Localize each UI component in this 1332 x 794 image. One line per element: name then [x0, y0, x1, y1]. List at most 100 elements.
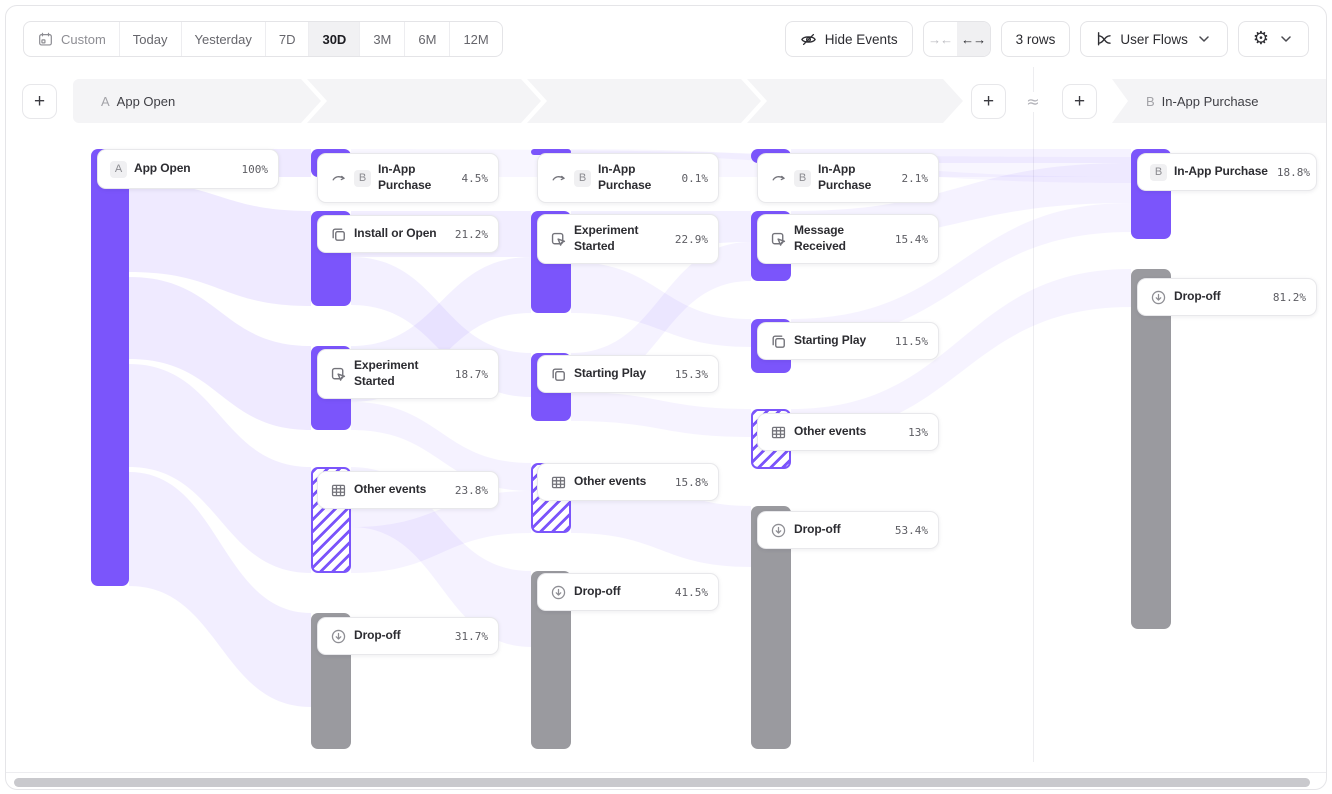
spacing-toggle-group: →← ←→ — [922, 21, 991, 57]
rows-label: 3 rows — [1015, 31, 1056, 47]
date-range-yesterday[interactable]: Yesterday — [180, 22, 265, 56]
settings-dropdown[interactable]: ⚙ — [1237, 21, 1309, 57]
collapse-columns-button[interactable]: →← — [924, 22, 957, 56]
grid-icon — [330, 482, 347, 499]
node-value: 81.2% — [1272, 290, 1306, 304]
add-step-button-middle[interactable]: + — [971, 84, 1006, 119]
view-type-dropdown[interactable]: User Flows — [1080, 21, 1228, 57]
node-label: Drop-off — [1174, 289, 1221, 304]
node-card-drop-off[interactable]: Drop-off 41.5% — [537, 573, 719, 611]
collapse-arrows-icon: →← — [928, 31, 953, 47]
node-card-drop-off[interactable]: Drop-off 53.4% — [757, 511, 939, 549]
rows-button[interactable]: 3 rows — [1000, 21, 1071, 57]
node-value: 53.4% — [894, 523, 928, 537]
panel-divider — [1033, 67, 1034, 762]
node-card-in-app-purchase[interactable]: B In-App Purchase 2.1% — [757, 153, 939, 203]
grid-icon — [550, 474, 567, 491]
bar-in-app-purchase[interactable] — [531, 149, 571, 155]
end-step-banner[interactable]: B In-App Purchase — [1112, 79, 1326, 123]
node-value: 31.7% — [454, 629, 488, 643]
date-range-3m[interactable]: 3M — [359, 22, 404, 56]
purchase-icon — [550, 170, 567, 187]
hide-events-button[interactable]: Hide Events — [784, 21, 913, 57]
date-range-today[interactable]: Today — [118, 22, 181, 56]
node-card-experiment-started[interactable]: Experiment Started 22.9% — [537, 214, 719, 264]
node-label: In-App Purchase — [598, 162, 652, 192]
date-range-6m[interactable]: 6M — [404, 22, 449, 56]
node-card-other-events[interactable]: Other events 23.8% — [317, 471, 499, 509]
horizontal-scrollbar[interactable] — [14, 778, 1310, 787]
node-card-message-received[interactable]: Message Received 15.4% — [757, 214, 939, 264]
node-label: Other events — [354, 482, 427, 497]
node-card-experiment-started[interactable]: Experiment Started 18.7% — [317, 349, 499, 399]
node-value: 18.8% — [1276, 165, 1310, 179]
node-card-drop-off[interactable]: Drop-off 31.7% — [317, 617, 499, 655]
node-value: 0.1% — [681, 171, 709, 185]
node-label: In-App Purchase — [1174, 164, 1268, 179]
date-range-custom[interactable]: Custom — [24, 22, 119, 56]
add-step-button-left[interactable]: + — [22, 84, 57, 119]
app-frame: Custom Today Yesterday 7D 30D 3M 6M 12M … — [5, 5, 1327, 790]
step-badge: A — [101, 93, 110, 109]
step-label: App Open — [116, 93, 176, 109]
purchase-icon — [770, 170, 787, 187]
node-card-in-app-purchase[interactable]: B In-App Purchase 0.1% — [537, 153, 719, 203]
eye-off-icon — [800, 31, 817, 48]
squares-icon — [550, 366, 567, 383]
node-value: 18.7% — [454, 367, 488, 381]
dropoff-icon — [550, 584, 567, 601]
cursor-click-icon — [770, 231, 787, 248]
node-label: Experiment Started — [574, 223, 639, 253]
node-value: 100% — [241, 162, 269, 176]
node-value: 22.9% — [674, 232, 708, 246]
node-value: 15.4% — [894, 232, 928, 246]
date-range-label: 3M — [373, 31, 392, 47]
chevron-down-icon — [1196, 31, 1213, 48]
node-label: Drop-off — [574, 584, 621, 599]
bar-app-open[interactable] — [91, 149, 129, 586]
squares-icon — [770, 333, 787, 350]
node-label: Drop-off — [794, 522, 841, 537]
node-label: Other events — [574, 474, 647, 489]
step-banner-segment — [527, 79, 761, 123]
node-label: Other events — [794, 424, 867, 439]
dropoff-icon — [1150, 289, 1167, 306]
date-range-30d-selected[interactable]: 30D — [308, 22, 360, 56]
node-card-install-or-open[interactable]: Install or Open 21.2% — [317, 215, 499, 253]
date-range-label: 7D — [278, 31, 296, 47]
expand-columns-button[interactable]: ←→ — [956, 22, 990, 56]
node-card-starting-play[interactable]: Starting Play 15.3% — [537, 355, 719, 393]
step-badge: A — [110, 160, 127, 178]
node-value: 41.5% — [674, 585, 708, 599]
date-range-7d[interactable]: 7D — [264, 22, 309, 56]
step-badge: B — [354, 169, 371, 187]
gear-icon: ⚙ — [1252, 28, 1269, 49]
toolbar-right-cluster: Hide Events →← ←→ 3 rows User Flows ⚙ — [784, 21, 1309, 57]
node-label: Drop-off — [354, 628, 401, 643]
date-range-label: 30D — [322, 31, 347, 47]
step-badge: B — [1150, 163, 1167, 181]
node-card-other-events[interactable]: Other events 15.8% — [537, 463, 719, 501]
date-range-label: Today — [132, 31, 168, 47]
step-banner-segment — [307, 79, 541, 123]
node-label: Message Received — [794, 223, 846, 253]
node-card-in-app-purchase[interactable]: B In-App Purchase 4.5% — [317, 153, 499, 203]
step-badge: B — [794, 169, 811, 187]
date-range-12m[interactable]: 12M — [449, 22, 501, 56]
calendar-icon — [37, 31, 54, 48]
plus-icon: + — [1073, 90, 1086, 112]
node-card-app-open[interactable]: A App Open 100% — [97, 149, 279, 189]
node-value: 15.3% — [674, 367, 708, 381]
node-value: 4.5% — [461, 171, 489, 185]
date-range-label: 12M — [463, 31, 489, 47]
node-label: In-App Purchase — [378, 162, 432, 192]
node-card-starting-play[interactable]: Starting Play 11.5% — [757, 322, 939, 360]
add-step-button-right[interactable]: + — [1062, 84, 1097, 119]
step-banner-segment — [747, 79, 963, 123]
bar-drop-off-final[interactable] — [1131, 269, 1171, 629]
node-card-drop-off-final[interactable]: Drop-off 81.2% — [1137, 278, 1317, 316]
start-step-banner[interactable]: A App Open — [73, 79, 321, 123]
node-card-other-events[interactable]: Other events 13% — [757, 413, 939, 451]
node-card-in-app-purchase-final[interactable]: B In-App Purchase 18.8% — [1137, 153, 1317, 191]
node-value: 23.8% — [454, 483, 488, 497]
